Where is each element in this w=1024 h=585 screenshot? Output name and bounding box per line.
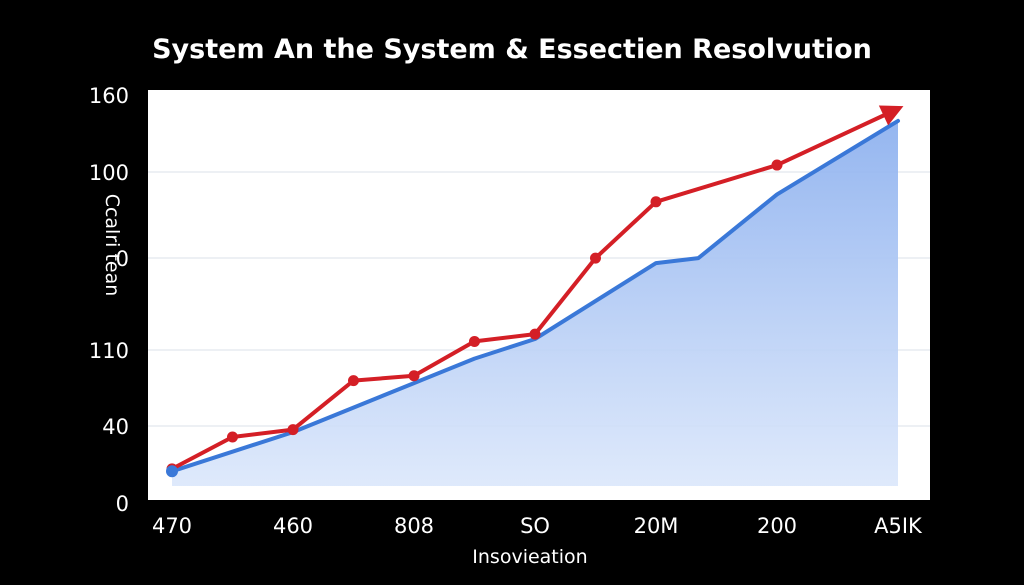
x-tick-label: 470 — [152, 514, 192, 538]
y-tick-label: 110 — [89, 339, 129, 363]
data-point — [590, 252, 601, 264]
series-arrowhead — [878, 105, 904, 126]
series-area-fill — [172, 120, 898, 487]
x-tick-label: 200 — [757, 514, 797, 538]
y-tick-label: 40 — [102, 415, 129, 439]
data-point — [650, 196, 662, 208]
y-tick-labels: 160 100 0 110 40 0 — [89, 84, 129, 516]
chart-title: System An the System & Essectien Resolvu… — [152, 34, 872, 65]
data-points — [166, 159, 783, 478]
y-tick-label: 100 — [89, 161, 129, 185]
y-tick-label: 160 — [89, 84, 129, 108]
x-axis-label: Insovieation — [472, 546, 587, 568]
data-point — [469, 335, 480, 347]
x-tick-label: SO — [520, 514, 550, 538]
data-point — [408, 370, 420, 382]
x-tick-label: 460 — [273, 514, 313, 538]
data-point — [529, 328, 541, 340]
data-point — [166, 465, 178, 478]
data-point — [227, 431, 238, 443]
y-tick-label: 0 — [116, 247, 129, 271]
y-axis-label: Ccalri tean — [101, 194, 123, 297]
x-tick-label: 20M — [634, 514, 679, 538]
data-point — [771, 159, 783, 171]
area-series — [172, 120, 898, 487]
y-tick-label: 0 — [116, 492, 129, 516]
x-tick-label: A5IK — [874, 514, 923, 538]
x-tick-labels: 470 460 808 SO 20M 200 A5IK — [152, 514, 923, 538]
data-point — [287, 424, 299, 436]
x-tick-label: 808 — [394, 514, 434, 538]
data-point — [348, 375, 359, 387]
